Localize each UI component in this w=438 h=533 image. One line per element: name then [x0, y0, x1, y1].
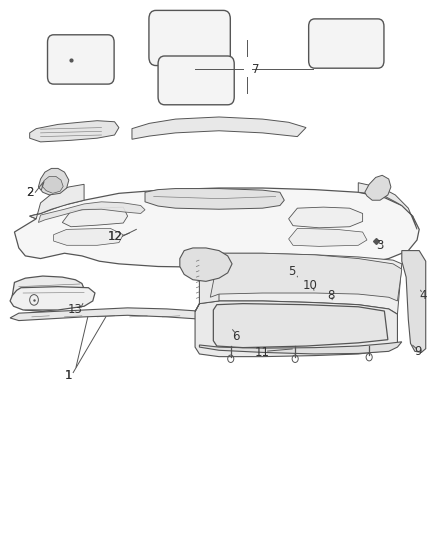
Polygon shape	[199, 342, 402, 354]
Polygon shape	[39, 202, 145, 222]
Polygon shape	[39, 168, 69, 195]
FancyBboxPatch shape	[158, 56, 234, 105]
Text: 6: 6	[232, 330, 239, 343]
Polygon shape	[289, 207, 363, 228]
Text: 2: 2	[26, 186, 33, 199]
Text: 8: 8	[328, 289, 335, 302]
Polygon shape	[10, 287, 95, 310]
Text: 1: 1	[65, 369, 73, 382]
Text: 12: 12	[108, 230, 123, 243]
Polygon shape	[199, 253, 402, 314]
Polygon shape	[358, 183, 417, 229]
Polygon shape	[30, 184, 84, 219]
Text: 3: 3	[376, 239, 384, 252]
Text: 7: 7	[252, 63, 259, 76]
Polygon shape	[145, 189, 284, 209]
Polygon shape	[62, 207, 127, 227]
Polygon shape	[53, 228, 123, 245]
Polygon shape	[289, 228, 367, 246]
Polygon shape	[180, 248, 232, 281]
Polygon shape	[195, 301, 397, 357]
Text: 12: 12	[108, 230, 123, 243]
Text: 5: 5	[289, 265, 296, 278]
Polygon shape	[42, 176, 63, 193]
Polygon shape	[12, 276, 84, 312]
Text: 4: 4	[419, 289, 427, 302]
Text: 2: 2	[26, 186, 33, 199]
Polygon shape	[10, 308, 228, 322]
Polygon shape	[365, 175, 391, 200]
FancyBboxPatch shape	[149, 11, 230, 66]
Polygon shape	[30, 120, 119, 142]
Text: 1: 1	[65, 369, 73, 382]
Text: 10: 10	[303, 279, 318, 292]
Text: 11: 11	[255, 346, 270, 359]
Polygon shape	[195, 253, 219, 312]
Text: 13: 13	[68, 303, 83, 317]
FancyBboxPatch shape	[309, 19, 384, 68]
Polygon shape	[132, 117, 306, 139]
Polygon shape	[402, 251, 426, 352]
Polygon shape	[210, 253, 402, 301]
Polygon shape	[14, 188, 419, 268]
FancyBboxPatch shape	[47, 35, 114, 84]
Polygon shape	[213, 304, 388, 348]
Text: 9: 9	[415, 345, 422, 358]
